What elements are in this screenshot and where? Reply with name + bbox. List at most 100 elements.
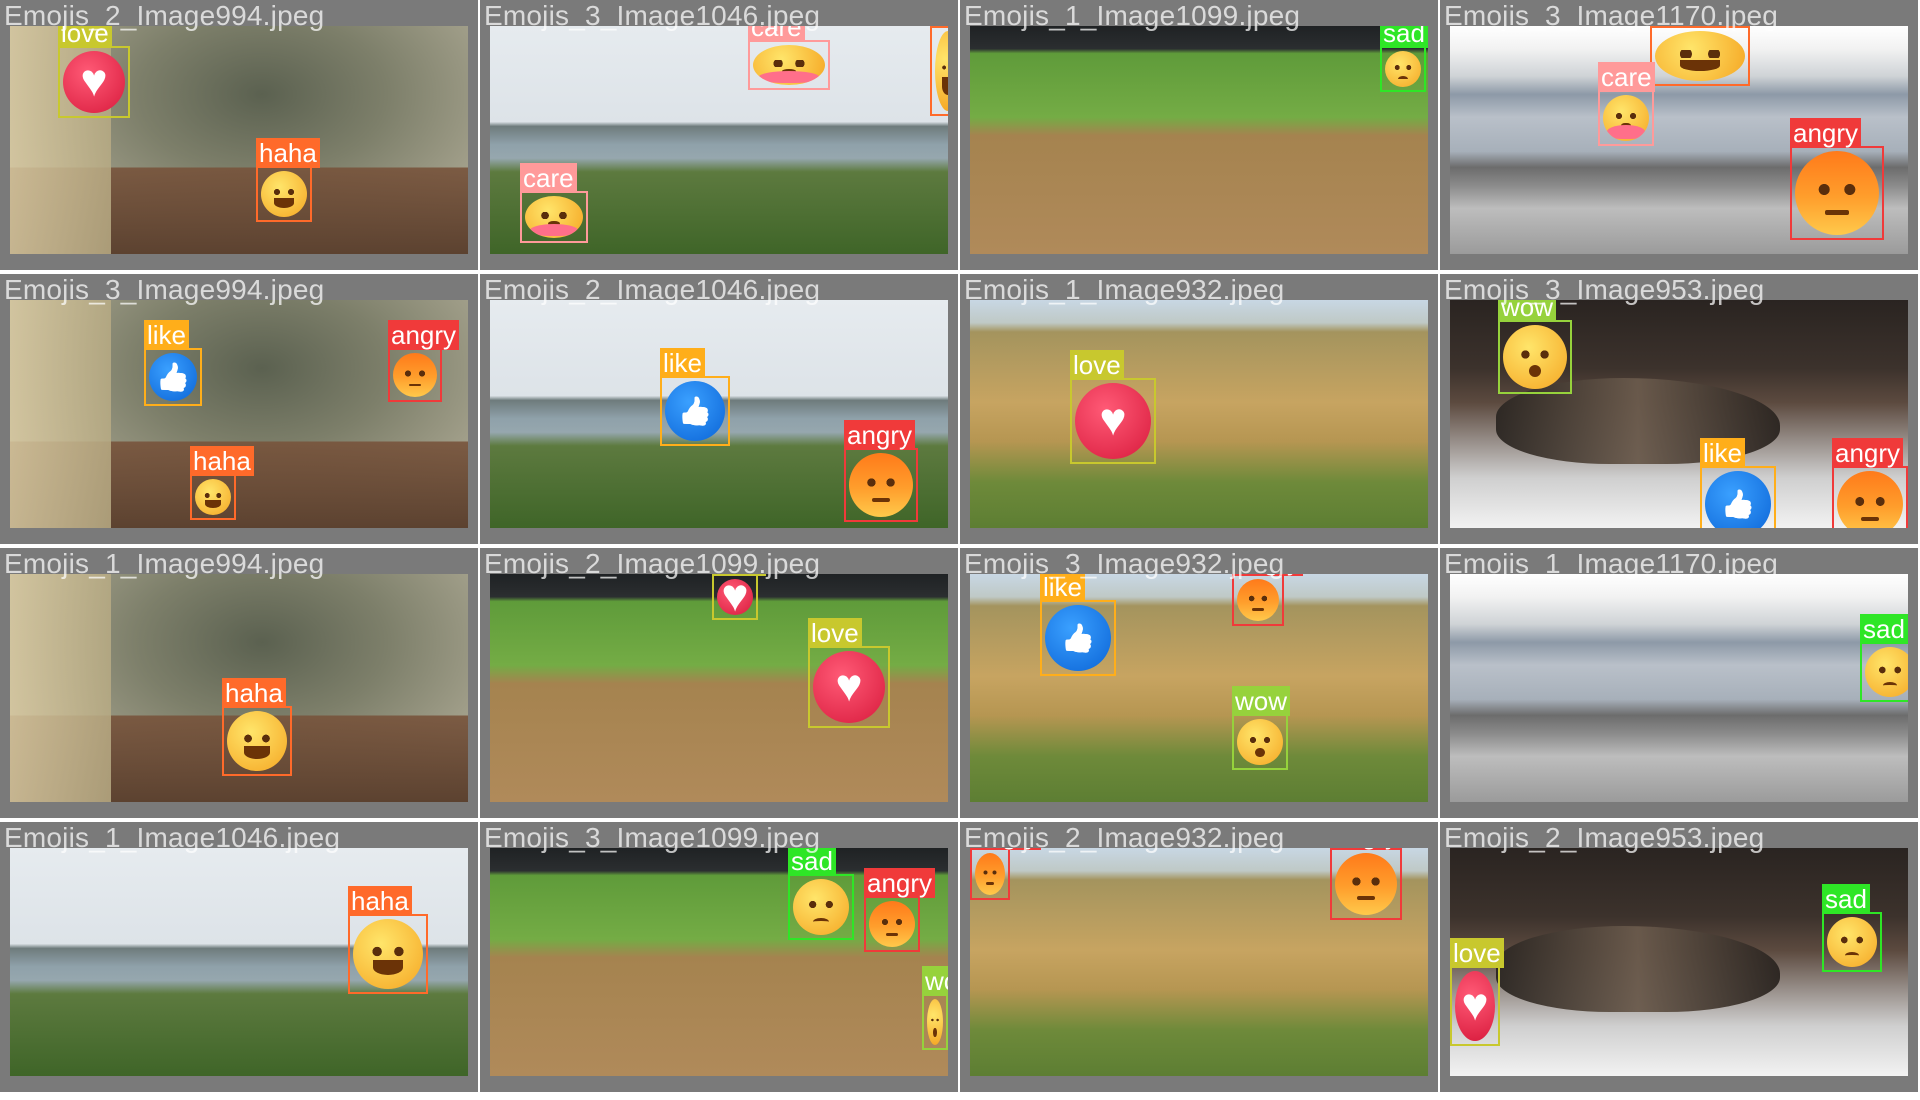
angry-emoji-icon [975,853,1005,895]
haha-emoji-icon [227,711,287,771]
detection-box-like: like [1700,438,1776,528]
emoji-mouth [1883,682,1897,689]
result-tile: sad Emojis_1_Image1099.jpeg [960,0,1438,270]
scene-photo: like angry haha [10,300,468,528]
result-tile: loveloveEmojis_2_Image1099.jpeg [480,548,958,818]
care-emoji-icon [753,45,825,85]
result-tile: love haha Emojis_2_Image994.jpeg [0,0,478,270]
haha-emoji-icon [1655,31,1745,81]
detection-label: haha [190,446,254,476]
love-emoji-icon [63,51,125,113]
detection-box-like: like [1040,574,1116,676]
detection-label: like [660,348,706,378]
detection-label: sad [788,848,836,876]
detection-label: sad [1860,614,1908,644]
detection-label: haha [222,678,286,708]
haha-emoji-icon [353,919,423,989]
image-filename: Emojis_2_Image932.jpeg [964,822,1285,853]
image-filename: Emojis_2_Image1099.jpeg [484,548,821,579]
emoji-mouth [1621,122,1631,129]
emoji-eyes [371,945,405,957]
result-tile: sad angry wow Emojis_3_Image1099.jpeg [480,822,958,1092]
detection-label: care [748,26,805,42]
detection-box-care: care [520,163,588,243]
scene-photo: angry angry [970,848,1428,1076]
image-filename: Emojis_1_Image994.jpeg [4,548,325,579]
sad-emoji-icon [793,879,849,935]
detection-label: angry [864,868,936,898]
detection-label: love [1450,938,1504,968]
detection-box-angry: angry [844,420,918,522]
detection-box-angry: angry [388,320,460,402]
result-tile: sad love Emojis_2_Image953.jpeg [1440,822,1918,1092]
detection-label: haha [1650,26,1714,28]
emoji-mouth [1357,896,1375,901]
detection-label: care [520,163,577,193]
detection-label: love [58,26,112,48]
angry-emoji-icon [1237,579,1279,621]
like-emoji-icon [1705,471,1771,528]
detection-label: angry [1790,118,1862,148]
detection-box-angry: angry [864,868,936,952]
emoji-eyes [807,900,835,910]
detection-box-haha: haha [930,26,948,116]
emoji-eyes [1840,936,1864,944]
emoji-mouth [243,745,271,759]
detection-label: angry [1330,848,1402,850]
emoji-eyes [931,1016,939,1024]
emoji-eyes [242,733,272,744]
scene-photo: sad [1450,574,1908,802]
detection-label: wow [1232,686,1291,716]
emoji-eyes [880,918,904,926]
emoji-eyes [982,868,998,876]
result-tile: like angry haha Emojis_3_Image994.jpeg [0,274,478,544]
result-tile: sad Emojis_1_Image1170.jpeg [1440,548,1918,818]
like-emoji-icon [149,353,197,401]
emoji-eyes [1878,666,1902,674]
scene-photo: sad love [1450,848,1908,1076]
emoji-eyes [404,369,426,377]
care-emoji-icon [1603,95,1649,141]
detection-box-care: care [748,26,830,90]
emoji-mouth [1252,608,1264,611]
detection-box-angry: angry [1330,848,1402,920]
detection-box-wow: wow [1232,686,1291,770]
sad-emoji-icon [1385,51,1421,87]
image-filename: Emojis_3_Image1170.jpeg [1444,0,1779,31]
emoji-eyes [1614,112,1638,120]
image-filename: Emojis_3_Image1099.jpeg [484,822,821,853]
detection-box-love: love [712,574,766,620]
angry-emoji-icon [1335,853,1397,915]
detection-label: haha [348,886,412,916]
detection-label: like [1040,574,1086,602]
emoji-mouth [885,933,899,936]
angry-emoji-icon [1795,151,1879,235]
wow-emoji-icon [927,999,943,1045]
angry-emoji-icon [1837,471,1903,528]
emoji-eyes [865,477,897,488]
detection-label: angry [388,320,460,350]
scene-photo: haha [10,848,468,1076]
detection-box-angry: angry [1832,438,1908,528]
detection-label: love [1070,350,1124,380]
emoji-mouth [1528,364,1542,378]
scene-photo: love [970,300,1428,528]
detection-box-love: love [808,618,890,728]
image-filename: Emojis_3_Image932.jpeg [964,548,1285,579]
detection-box-sad: sad [1860,614,1908,702]
haha-emoji-icon [935,31,948,111]
emoji-mouth [408,383,422,387]
haha-emoji-icon [195,479,231,515]
emoji-eyes [1519,349,1551,360]
detection-label: sad [1822,884,1870,914]
detection-box-haha: haha [256,138,320,222]
wow-emoji-icon [1237,719,1283,765]
sad-emoji-icon [1865,647,1908,697]
detection-box-sad: sad [788,848,854,940]
emoji-eyes [1351,876,1381,887]
love-emoji-icon [813,651,885,723]
result-tile: haha care angry Emojis_3_Image1170.jpeg [1440,0,1918,270]
emoji-mouth [548,221,560,227]
emoji-mouth [205,499,221,508]
